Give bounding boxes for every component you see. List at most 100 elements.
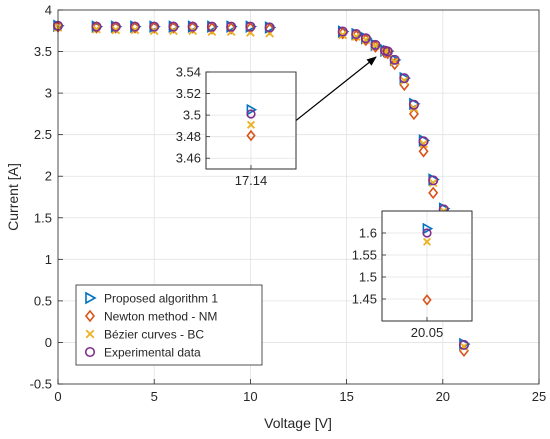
y-tick-label: 4 [45, 3, 52, 18]
axis-ticks: 0 5 10 15 20 25-0.500.511.522.533.54 [30, 3, 547, 405]
data-point [370, 40, 381, 53]
data-point [351, 32, 361, 41]
data-point [110, 21, 121, 32]
data-point [389, 54, 400, 65]
data-point [418, 136, 429, 147]
legend-label: Proposed algorithm 1 [104, 292, 218, 306]
inset-frame-top [205, 71, 297, 170]
plot-frame [57, 9, 540, 385]
inset-data-point [422, 228, 432, 238]
data-point [351, 29, 362, 40]
legend-label: Newton method - NM [104, 310, 217, 324]
data-point [382, 46, 393, 57]
y-tick-label: 0 [45, 335, 52, 350]
inset-data-point [422, 237, 432, 246]
x-tick-label: 0 [54, 389, 61, 404]
inset-x-tick-label: 20.05 [411, 325, 444, 340]
legend-entry: Bézier curves - BC [85, 328, 204, 342]
legend-label: Experimental data [104, 346, 201, 360]
legend-entry: Newton method - NM [84, 309, 217, 324]
data-point [91, 21, 102, 32]
data-point [264, 22, 275, 33]
data-point [111, 25, 121, 35]
legend-label: Bézier curves - BC [104, 328, 204, 342]
legend-marker [84, 346, 96, 358]
inset-zoom-20-05: 1.45 1.5 1.55 1.6 20.05 [352, 210, 473, 340]
data-point [418, 145, 429, 158]
inset-data-point [246, 103, 258, 116]
inset-data-point [246, 109, 256, 119]
data-point [428, 178, 438, 188]
inset-y-tick-label: 3.54 [176, 65, 201, 80]
inset-data-point [246, 129, 256, 142]
x-tick-label: 10 [243, 389, 257, 404]
y-tick-label: 3 [45, 86, 52, 101]
inset-frame-top [381, 210, 473, 322]
data-point [428, 186, 439, 200]
legend-entry: Experimental data [84, 346, 201, 360]
data-point [130, 25, 140, 35]
data-point [389, 57, 400, 71]
y-tick-label: 3.5 [34, 44, 52, 59]
data-point [419, 139, 428, 149]
data-point [409, 103, 419, 113]
y-tick-label: 2 [45, 169, 52, 184]
inset-y-tick-label: 1.45 [352, 292, 377, 307]
data-point [149, 21, 160, 34]
x-tick-label: 20 [436, 389, 450, 404]
inset-y-tick-label: 3.52 [176, 86, 201, 101]
data-point [428, 175, 439, 186]
data-point [168, 21, 179, 34]
data-point [187, 21, 198, 34]
y-axis-label: Current [A] [5, 163, 21, 231]
inset-y-tick-label: 3.46 [176, 151, 201, 166]
data-point [399, 76, 409, 86]
data-point [206, 22, 217, 35]
legend-marker [84, 309, 96, 323]
data-point [149, 21, 160, 32]
data-point [408, 99, 419, 110]
inset-y-tick-label: 1.55 [352, 248, 377, 263]
data-point [338, 30, 348, 40]
data-point [187, 21, 198, 32]
data-point [399, 73, 410, 84]
inset-data-point [246, 120, 256, 129]
data-point [370, 39, 381, 50]
data-point [380, 46, 391, 59]
legend-marker [85, 329, 95, 339]
legend: Proposed algorithm 1 Newton method - NM Bé… [75, 284, 263, 366]
legend-entry: Proposed algorithm 1 [85, 291, 218, 306]
inset-y-tick-label: 3.5 [183, 108, 201, 123]
data-point [337, 26, 348, 37]
inset-y-tick-label: 1.6 [359, 226, 377, 241]
data-point [226, 22, 237, 35]
inset-data-point [422, 294, 432, 306]
data-point [245, 21, 256, 32]
y-tick-label: 0.5 [34, 293, 52, 308]
data-point [408, 107, 419, 121]
inset-data-point [422, 222, 434, 235]
legend-marker [85, 291, 97, 305]
data-point [206, 21, 217, 32]
data-point [360, 33, 371, 44]
x-tick-label: 25 [532, 389, 546, 404]
inset-x-tick-label: 17.14 [235, 173, 268, 188]
x-axis-label: Voltage [V] [264, 415, 332, 431]
inset-y-tick-label: 1.5 [359, 270, 377, 285]
data-point [129, 21, 140, 34]
data-point [129, 21, 141, 32]
inset-y-tick-label: 3.48 [176, 129, 201, 144]
y-tick-label: 1 [45, 252, 52, 267]
data-point [110, 21, 121, 34]
legend-box [75, 284, 263, 366]
inset-zoom-17-14: 3.46 3.48 3.5 3.52 3.54 17.14 [176, 65, 297, 188]
data-point [168, 21, 179, 32]
y-tick-label: -0.5 [30, 377, 52, 392]
y-tick-label: 2.5 [34, 127, 52, 142]
x-tick-label: 5 [151, 389, 158, 404]
data-point [226, 21, 237, 32]
data-point [458, 339, 470, 350]
data-point [92, 24, 101, 34]
y-tick-label: 1.5 [34, 210, 52, 225]
